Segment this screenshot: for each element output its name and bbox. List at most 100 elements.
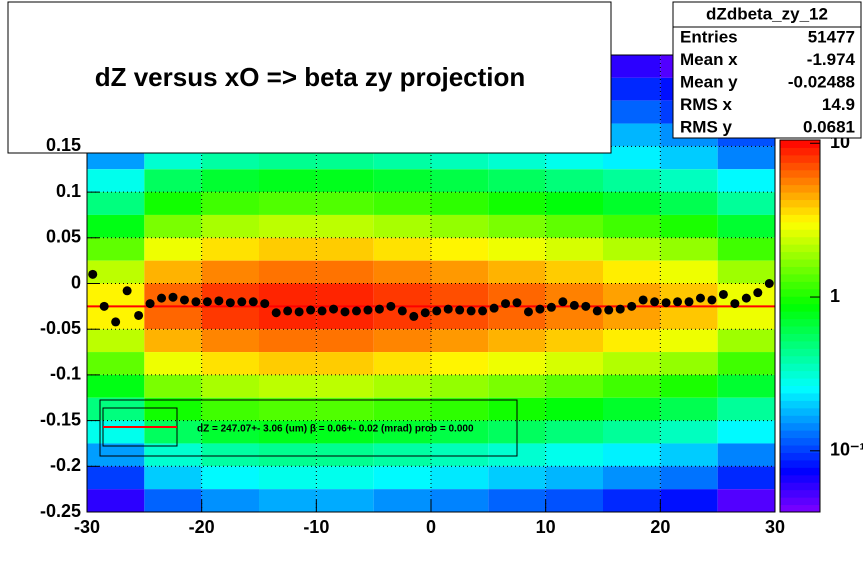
profile-point bbox=[615, 304, 625, 314]
heatmap-cell bbox=[717, 374, 775, 398]
heatmap-cell bbox=[603, 260, 661, 284]
heatmap-cell bbox=[431, 374, 489, 398]
heatmap-cell bbox=[259, 443, 317, 467]
heatmap-cell bbox=[373, 237, 431, 261]
profile-point bbox=[581, 301, 591, 311]
color-bar-band bbox=[780, 259, 820, 267]
heatmap-cell bbox=[316, 192, 374, 215]
heatmap-cell bbox=[603, 55, 661, 78]
heatmap-cell bbox=[717, 169, 775, 193]
heatmap-cell bbox=[201, 169, 259, 193]
heatmap-cell bbox=[87, 192, 145, 215]
color-bar-band bbox=[780, 392, 820, 401]
color-bar-band bbox=[780, 177, 820, 186]
stats-label: RMS y bbox=[680, 117, 733, 136]
heatmap-cell bbox=[545, 352, 603, 375]
profile-point bbox=[684, 297, 694, 307]
heatmap-cell bbox=[201, 329, 259, 353]
heatmap-cell bbox=[316, 260, 374, 284]
heatmap-cell bbox=[545, 420, 603, 444]
profile-point bbox=[501, 299, 511, 309]
heatmap-cell bbox=[488, 237, 546, 261]
profile-point bbox=[627, 301, 637, 311]
color-bar-band bbox=[780, 340, 820, 349]
heatmap-cell bbox=[144, 192, 202, 215]
y-tick-label: 0 bbox=[71, 272, 81, 292]
heatmap-cell bbox=[373, 306, 431, 330]
heatmap-cell bbox=[316, 169, 374, 193]
color-bar-band bbox=[780, 251, 820, 260]
heatmap-cell bbox=[545, 443, 603, 467]
color-bar-band bbox=[780, 140, 820, 148]
color-bar-band bbox=[780, 497, 820, 506]
profile-point bbox=[237, 297, 247, 307]
heatmap-cell bbox=[545, 466, 603, 490]
stats-value: 51477 bbox=[808, 27, 855, 46]
heatmap-cell bbox=[603, 374, 661, 398]
heatmap-cell bbox=[717, 214, 775, 238]
heatmap-cell bbox=[201, 374, 259, 398]
profile-point bbox=[604, 305, 614, 315]
heatmap-cell bbox=[144, 329, 202, 353]
color-bar-band bbox=[780, 296, 820, 305]
color-bar-band bbox=[780, 400, 820, 409]
heatmap-cell bbox=[717, 443, 775, 467]
color-bar-band bbox=[780, 482, 820, 491]
color-bar-band bbox=[780, 333, 820, 342]
heatmap-cell bbox=[373, 374, 431, 398]
color-bar-band bbox=[780, 445, 820, 453]
heatmap-cell bbox=[660, 489, 718, 512]
profile-point bbox=[397, 306, 407, 316]
heatmap-cell bbox=[87, 260, 145, 284]
heatmap-cell bbox=[373, 420, 431, 444]
profile-point bbox=[351, 306, 361, 316]
heatmap-cell bbox=[488, 192, 546, 215]
heatmap-cell bbox=[545, 214, 603, 238]
heatmap-cell bbox=[545, 237, 603, 261]
stats-value: 14.9 bbox=[822, 95, 855, 114]
profile-point bbox=[317, 306, 327, 316]
heatmap-cell bbox=[144, 443, 202, 467]
profile-point bbox=[420, 308, 430, 318]
heatmap-cell bbox=[316, 374, 374, 398]
profile-point bbox=[741, 293, 751, 303]
profile-point bbox=[455, 305, 465, 315]
heatmap-cell bbox=[316, 237, 374, 261]
heatmap-cell bbox=[373, 397, 431, 421]
heatmap-cell bbox=[87, 466, 145, 490]
profile-point bbox=[478, 306, 488, 316]
stats-label: RMS x bbox=[680, 95, 733, 114]
heatmap-cell bbox=[316, 443, 374, 467]
heatmap-cell bbox=[201, 489, 259, 512]
heatmap-cell bbox=[431, 329, 489, 353]
profile-point bbox=[283, 306, 293, 316]
heatmap-cell bbox=[603, 489, 661, 512]
heatmap-cell bbox=[259, 260, 317, 284]
color-bar-band bbox=[780, 348, 820, 357]
color-bar-band bbox=[780, 147, 820, 156]
x-tick-label: 20 bbox=[650, 517, 670, 537]
heatmap-cell bbox=[259, 420, 317, 444]
profile-point bbox=[707, 295, 717, 305]
color-bar-band bbox=[780, 370, 820, 379]
heatmap-cell bbox=[660, 146, 718, 170]
heatmap-cell bbox=[373, 352, 431, 375]
heatmap-cell bbox=[717, 306, 775, 330]
profile-point bbox=[650, 297, 660, 307]
profile-point bbox=[363, 305, 373, 315]
profile-point bbox=[546, 302, 556, 312]
heatmap-cell bbox=[488, 466, 546, 490]
heatmap-cell bbox=[201, 214, 259, 238]
profile-point bbox=[260, 299, 270, 309]
color-bar-band bbox=[780, 459, 820, 468]
heatmap-cell bbox=[603, 329, 661, 353]
heatmap-cell bbox=[259, 489, 317, 512]
color-bar-band bbox=[780, 154, 820, 163]
heatmap-cell bbox=[144, 489, 202, 512]
color-bar-band bbox=[780, 236, 820, 245]
heatmap-cell bbox=[603, 352, 661, 375]
profile-point bbox=[523, 307, 533, 317]
profile-point bbox=[592, 306, 602, 316]
